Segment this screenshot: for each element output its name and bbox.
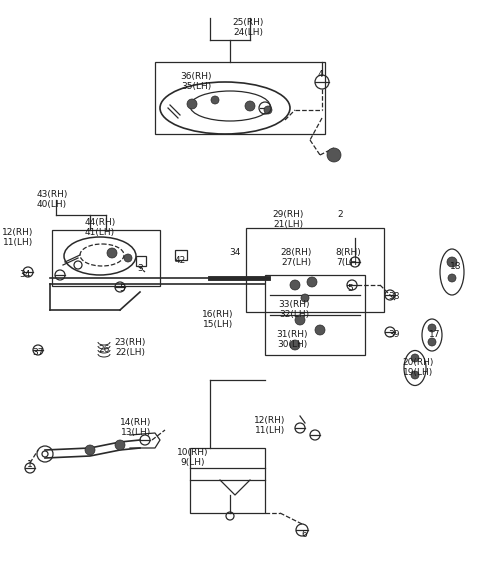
Text: 9(LH): 9(LH) [181, 458, 205, 467]
Bar [190, 448, 265, 513]
Circle shape [315, 325, 325, 335]
Text: 1: 1 [27, 460, 33, 469]
Text: 30(LH): 30(LH) [277, 340, 307, 349]
Circle shape [447, 257, 457, 267]
Circle shape [264, 106, 272, 114]
Text: 12(RH): 12(RH) [2, 228, 34, 237]
Text: 44(RH): 44(RH) [84, 218, 116, 227]
Text: 35(LH): 35(LH) [181, 82, 211, 91]
Text: 11(LH): 11(LH) [255, 426, 285, 435]
Circle shape [187, 99, 197, 109]
Text: 6: 6 [301, 530, 307, 539]
Text: 31(RH): 31(RH) [276, 330, 308, 339]
Text: 2: 2 [337, 210, 343, 219]
Text: 22(LH): 22(LH) [115, 348, 145, 357]
Text: 20(RH): 20(RH) [402, 358, 434, 367]
Circle shape [295, 315, 305, 325]
Text: 38: 38 [388, 292, 400, 301]
Text: 40(LH): 40(LH) [37, 200, 67, 209]
Text: 32(LH): 32(LH) [279, 310, 309, 319]
Circle shape [115, 440, 125, 450]
Text: 41(LH): 41(LH) [85, 228, 115, 237]
Bar [52, 230, 160, 286]
Text: 34: 34 [229, 248, 240, 257]
Text: 28(RH): 28(RH) [280, 248, 312, 257]
Text: 34: 34 [19, 270, 31, 279]
Text: 15(LH): 15(LH) [203, 320, 233, 329]
Circle shape [411, 354, 419, 362]
Circle shape [85, 445, 95, 455]
Text: 16(RH): 16(RH) [202, 310, 234, 319]
Text: 18: 18 [450, 262, 462, 271]
Bar [175, 250, 187, 260]
Circle shape [211, 96, 219, 104]
Bar [246, 228, 384, 312]
Text: 19(LH): 19(LH) [403, 368, 433, 377]
Text: 33(RH): 33(RH) [278, 300, 310, 309]
Text: 5: 5 [119, 284, 125, 293]
Circle shape [428, 338, 436, 346]
Text: 27(LH): 27(LH) [281, 258, 311, 267]
Text: 10(RH): 10(RH) [177, 448, 209, 457]
Text: 36(RH): 36(RH) [180, 72, 212, 81]
Bar [265, 275, 365, 355]
Circle shape [124, 254, 132, 262]
Text: 39: 39 [388, 330, 400, 339]
Text: 7(LH): 7(LH) [336, 258, 360, 267]
Circle shape [290, 340, 300, 350]
Circle shape [428, 324, 436, 332]
Circle shape [411, 371, 419, 379]
Text: 17: 17 [429, 330, 441, 339]
Text: 14(RH): 14(RH) [120, 418, 152, 427]
Text: 43(RH): 43(RH) [36, 190, 68, 199]
Text: 3: 3 [137, 264, 143, 273]
Circle shape [301, 294, 309, 302]
Circle shape [448, 274, 456, 282]
Text: 25(RH): 25(RH) [232, 18, 264, 27]
Text: 24(LH): 24(LH) [233, 28, 263, 37]
Circle shape [107, 248, 117, 258]
Circle shape [327, 148, 341, 162]
Text: 5: 5 [347, 284, 353, 293]
Text: 13(LH): 13(LH) [121, 428, 151, 437]
Text: 26: 26 [98, 345, 110, 354]
Text: 23(RH): 23(RH) [114, 338, 146, 347]
Circle shape [307, 277, 317, 287]
Circle shape [245, 101, 255, 111]
Text: 12(RH): 12(RH) [254, 416, 286, 425]
Circle shape [290, 280, 300, 290]
Text: 42: 42 [174, 256, 186, 265]
Text: 21(LH): 21(LH) [273, 220, 303, 229]
Text: 37: 37 [32, 348, 44, 357]
Text: 11(LH): 11(LH) [3, 238, 33, 247]
Text: 29(RH): 29(RH) [272, 210, 304, 219]
Bar [155, 62, 325, 134]
Text: 8(RH): 8(RH) [335, 248, 361, 257]
Text: 4: 4 [317, 70, 323, 79]
Bar [136, 256, 146, 266]
